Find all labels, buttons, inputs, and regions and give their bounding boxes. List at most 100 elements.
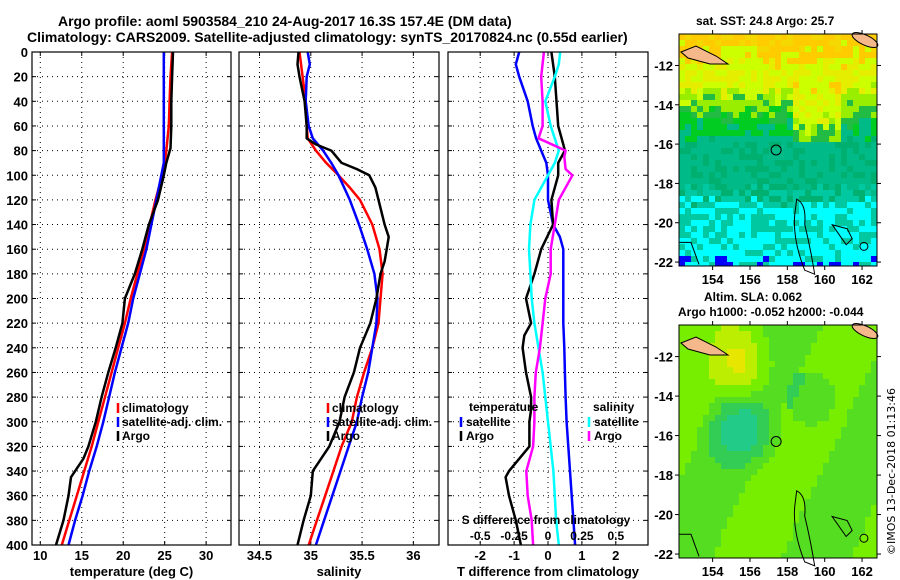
legend-label: climatology bbox=[122, 401, 189, 415]
legend-heading-temperature: temperature bbox=[469, 400, 539, 414]
map-y-tick-label: -16 bbox=[654, 137, 673, 152]
x-tick-label: 15 bbox=[75, 548, 89, 563]
map-x-tick-label: 162 bbox=[851, 272, 873, 287]
series-line-satellite-adj-clim- bbox=[67, 52, 166, 546]
y-tick-label: 100 bbox=[6, 168, 28, 183]
map-y-tick-label: -18 bbox=[654, 176, 673, 191]
x2-tick-label: -0.5 bbox=[470, 529, 491, 543]
plot-frame bbox=[238, 51, 440, 546]
map-field-cells bbox=[679, 34, 877, 266]
series-line-argo bbox=[54, 51, 175, 546]
map-y-tick-label: -12 bbox=[654, 350, 673, 365]
y-tick-label: 20 bbox=[14, 70, 28, 85]
series-line-salinity-satellite bbox=[527, 51, 562, 546]
x2-tick-label: 0.5 bbox=[607, 529, 624, 543]
x-tick-label: -2 bbox=[474, 548, 486, 563]
series-line-temperature-satellite bbox=[514, 51, 577, 546]
y-tick-label: 380 bbox=[6, 513, 28, 528]
y-tick-label: 120 bbox=[6, 193, 28, 208]
map-y-tick-label: -12 bbox=[654, 58, 673, 73]
x2-tick-label: -0.25 bbox=[500, 529, 528, 543]
x-axis-label: T difference from climatology bbox=[457, 564, 640, 579]
legend-heading-salinity: salinity bbox=[593, 400, 635, 414]
legend-label: Argo bbox=[332, 429, 360, 443]
figure-title-line1: Argo profile: aoml 5903584_210 24-Aug-20… bbox=[58, 13, 512, 29]
map-y-tick-label: -14 bbox=[654, 98, 674, 113]
x-tick-label: 34.5 bbox=[247, 548, 272, 563]
y-tick-label: 40 bbox=[14, 94, 28, 109]
difference-panel: -2 -1 0 1 2T difference from climatology temp… bbox=[447, 51, 649, 579]
x-tick-label: 25 bbox=[157, 548, 171, 563]
y-tick-label: 160 bbox=[6, 242, 28, 257]
legend-label: climatology bbox=[332, 401, 399, 415]
map-x-tick-label: 158 bbox=[776, 564, 798, 579]
legend-label: Argo bbox=[122, 429, 150, 443]
y-tick-label: 200 bbox=[6, 292, 28, 307]
x-tick-label: 10 bbox=[33, 548, 47, 563]
series-line-argo bbox=[296, 51, 390, 546]
series-line-satellite-adj-clim- bbox=[304, 51, 379, 546]
y-tick-label: 300 bbox=[6, 415, 28, 430]
temperature-panel: 0 20 40 60 80 100 120 140 160 180 200 220 240 260 280 3… bbox=[6, 45, 232, 579]
plot-frame bbox=[447, 51, 649, 546]
x-tick-label: 36 bbox=[406, 548, 420, 563]
series-line-temperature-argo bbox=[504, 51, 567, 546]
map-frame bbox=[678, 33, 878, 267]
legend-label: satellite bbox=[594, 415, 639, 429]
map-y-tick-label: -20 bbox=[654, 508, 673, 523]
map-x-tick-label: 162 bbox=[851, 564, 873, 579]
sst-map: 154 156 158 160 162 -12 -14 -16 -18 -20 -22 bbox=[654, 30, 881, 287]
contour-line bbox=[679, 241, 700, 265]
map-field-cells bbox=[679, 325, 877, 558]
sla-map-subtitle: Argo h1000: -0.052 h2000: -0.044 bbox=[678, 305, 864, 319]
x2-tick-label: 0.25 bbox=[570, 529, 594, 543]
series-line-salinity-argo bbox=[525, 51, 574, 546]
x-tick-label: 35 bbox=[304, 548, 318, 563]
x-tick-label: 2 bbox=[612, 548, 619, 563]
sla-map-title: Altim. SLA: 0.062 bbox=[704, 290, 803, 304]
contour-line bbox=[793, 490, 816, 567]
map-x-tick-label: 160 bbox=[814, 272, 836, 287]
y-tick-label: 320 bbox=[6, 439, 28, 454]
contour-line bbox=[830, 223, 853, 246]
copyright-text: ©IMOS 13-Dec-2018 01:13:46 bbox=[885, 388, 898, 555]
x-tick-label: 35.5 bbox=[349, 548, 374, 563]
legend-label: Argo bbox=[466, 429, 494, 443]
y-tick-label: 80 bbox=[14, 144, 28, 159]
map-frame bbox=[678, 324, 878, 559]
island-shape bbox=[680, 336, 730, 356]
contour-line bbox=[859, 533, 869, 543]
x2-axis-label: S difference from climatology bbox=[462, 513, 631, 527]
x-axis-label: temperature (deg C) bbox=[70, 564, 194, 579]
salinity-panel: 34.5 35 35.5 36 salinity climatologysatellite… bbox=[238, 51, 440, 579]
float-position-marker bbox=[770, 436, 782, 447]
x-tick-label: 1 bbox=[578, 548, 585, 563]
x2-tick-label: 0 bbox=[545, 529, 552, 543]
map-x-tick-label: 160 bbox=[814, 564, 836, 579]
y-tick-label: 140 bbox=[6, 218, 28, 233]
map-y-tick-label: -22 bbox=[654, 255, 673, 270]
y-tick-label: 60 bbox=[14, 119, 28, 134]
contour-line bbox=[793, 198, 816, 275]
map-y-tick-label: -16 bbox=[654, 429, 673, 444]
map-x-tick-label: 154 bbox=[702, 272, 724, 287]
y-tick-label: 240 bbox=[6, 341, 28, 356]
contour-line bbox=[679, 533, 700, 557]
y-tick-label: 360 bbox=[6, 489, 28, 504]
contour-line bbox=[859, 241, 869, 251]
legend-label: satellite bbox=[466, 415, 511, 429]
map-y-tick-label: -22 bbox=[654, 547, 673, 562]
map-x-tick-label: 156 bbox=[739, 564, 761, 579]
float-position-marker bbox=[770, 144, 782, 156]
x-tick-label: 0 bbox=[544, 548, 551, 563]
map-x-tick-label: 154 bbox=[702, 564, 724, 579]
y-tick-label: 0 bbox=[21, 45, 28, 60]
x-axis-label: salinity bbox=[317, 564, 363, 579]
series-line-climatology bbox=[60, 51, 174, 546]
map-x-tick-label: 158 bbox=[776, 272, 798, 287]
legend-label: satellite-adj. clim. bbox=[122, 415, 222, 429]
legend-label: satellite-adj. clim. bbox=[332, 415, 432, 429]
x-tick-label: -1 bbox=[508, 548, 520, 563]
figure-title-line2: Climatology: CARS2009. Satellite-adjuste… bbox=[27, 29, 628, 45]
